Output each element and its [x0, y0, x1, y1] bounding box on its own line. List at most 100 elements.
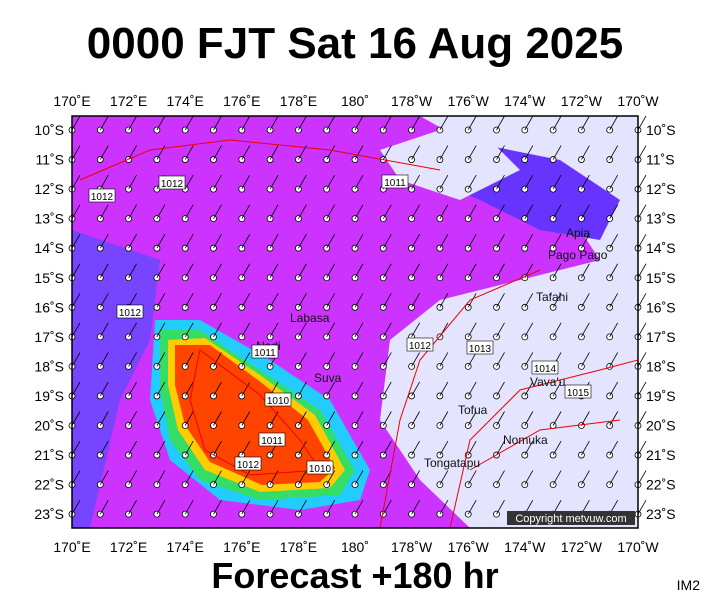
place-label: Pago Pago [548, 248, 608, 262]
barb-staff [354, 204, 364, 219]
barb-staff [298, 499, 307, 515]
barb-staff [241, 440, 251, 456]
longitude-label: 176˚E [223, 93, 260, 109]
barb-staff [411, 440, 420, 456]
field-calm [380, 120, 520, 200]
barb-staff [382, 440, 392, 456]
barb-staff [439, 145, 449, 160]
latitude-label: 14˚S [34, 240, 64, 256]
barb-staff [496, 440, 505, 456]
isobar-label-box [564, 384, 592, 399]
longitude-label: 178˚W [391, 539, 433, 555]
barb-staff [241, 204, 251, 219]
longitude-label: 172˚E [110, 539, 147, 555]
barb-staff [298, 470, 307, 485]
barb-staff [581, 352, 590, 367]
barb-staff [467, 352, 477, 367]
longitude-label: 170˚E [53, 93, 90, 109]
isobar-label-box [88, 188, 116, 203]
barb-staff [71, 174, 81, 190]
isobar-label-box [406, 337, 434, 352]
barb-staff [213, 234, 222, 249]
barb-staff [156, 470, 166, 485]
barb-staff [326, 411, 336, 426]
isobar [469, 419, 621, 471]
barb-staff [298, 293, 307, 308]
barb-staff [354, 352, 364, 367]
barb-staff [382, 352, 392, 367]
barb-staff [241, 115, 251, 131]
barb-staff [581, 174, 590, 190]
longitude-label: 172˚W [561, 539, 603, 555]
barb-staff [71, 470, 81, 485]
latitude-label: 21˚S [34, 447, 64, 463]
isobar-label: 1015 [567, 388, 590, 399]
barb-staff [128, 499, 137, 515]
latitude-label: 18˚S [34, 358, 64, 374]
latitude-label: 20˚S [646, 418, 676, 434]
barb-staff [156, 204, 166, 219]
barb-staff [552, 145, 562, 160]
isobar-label-box [306, 460, 334, 475]
barb-staff [128, 322, 137, 338]
barb-staff [213, 470, 222, 485]
barb-staff [184, 145, 194, 160]
barb-staff [637, 352, 647, 367]
barb-staff [269, 293, 279, 308]
barb-staff [241, 322, 251, 338]
barb-staff [354, 322, 364, 338]
barb-staff [439, 411, 449, 426]
barb-staff [382, 115, 392, 131]
barb-staff [382, 499, 392, 515]
barb-staff [609, 440, 619, 456]
latitude-label: 15˚S [34, 270, 64, 286]
barb-staff [637, 234, 647, 249]
barb-staff [552, 381, 562, 397]
barb-staff [128, 234, 137, 249]
barb-staff [581, 234, 590, 249]
barb-staff [496, 234, 505, 249]
barb-staff [354, 381, 364, 397]
barb-staff [184, 470, 194, 485]
barb-staff [609, 293, 619, 308]
barb-staff [496, 381, 505, 397]
barb-staff [467, 115, 477, 131]
isobar-label: 1012 [237, 460, 260, 471]
place-label: Vava'u [530, 375, 565, 389]
isobar-label: 1011 [261, 436, 283, 447]
barb-staff [496, 115, 505, 131]
barb-staff [241, 499, 251, 515]
barb-staff [637, 411, 647, 426]
barb-staff [99, 293, 109, 308]
barb-staff [156, 322, 166, 338]
barb-staff [609, 470, 619, 485]
longitude-label: 176˚W [448, 539, 490, 555]
latitude-label: 22˚S [646, 477, 676, 493]
barb-staff [496, 352, 505, 367]
barb-staff [71, 293, 81, 308]
barb-staff [637, 145, 647, 160]
latitude-label: 17˚S [646, 329, 676, 345]
barb-staff [354, 174, 364, 190]
longitude-label: 178˚W [391, 93, 433, 109]
barb-staff [269, 263, 279, 278]
barb-staff [496, 470, 505, 485]
barb-staff [411, 293, 420, 308]
barb-staff [213, 115, 222, 131]
barb-staff [439, 440, 449, 456]
barb-staff [354, 115, 364, 131]
longitude-label: 178˚E [280, 539, 317, 555]
barb-staff [524, 352, 534, 367]
barb-staff [156, 115, 166, 131]
barb-staff [128, 263, 137, 278]
barb-staff [467, 145, 477, 160]
barb-staff [467, 499, 477, 515]
barb-staff [609, 352, 619, 367]
map-frame [71, 115, 639, 529]
barb-staff [71, 352, 81, 367]
barb-staff [156, 293, 166, 308]
barb-staff [411, 204, 420, 219]
barb-staff [609, 174, 619, 190]
barb-staff [99, 322, 109, 338]
isobar-label-box [466, 340, 494, 355]
